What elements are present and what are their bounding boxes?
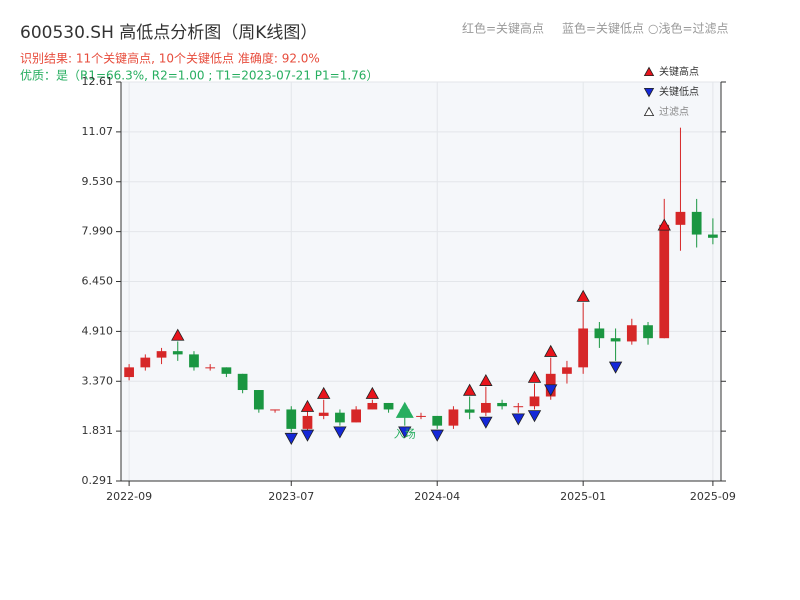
key-point <box>398 426 412 439</box>
note: 红色=关键高点 <box>462 21 544 36</box>
y-tick-label: 11.07 <box>82 125 114 138</box>
candle-body <box>562 367 572 374</box>
candle-body <box>497 402 507 407</box>
y-tick-label: 1.831 <box>82 424 114 437</box>
legend-symbol <box>643 106 655 116</box>
candle-body <box>237 373 248 391</box>
candle-body <box>691 211 702 235</box>
y-tick-label: 0.291 <box>82 474 114 487</box>
candle-body <box>578 328 589 368</box>
key-point <box>171 328 185 341</box>
candle-body <box>221 367 232 374</box>
candle-body <box>318 412 329 416</box>
x-tick-label: 2025-01 <box>560 490 606 503</box>
candle-body <box>481 402 491 413</box>
subtitle: 识别结果: 11个关键高点, 10个关键低点 准确度: 92.0% <box>20 51 320 66</box>
candle-body <box>659 224 670 339</box>
candle-body <box>464 409 475 413</box>
key-point <box>462 383 477 396</box>
candle-body <box>432 415 443 426</box>
legend-label: 过滤点 <box>659 105 689 118</box>
key-point <box>365 386 380 399</box>
key-point <box>333 426 347 439</box>
candle-body <box>124 367 134 378</box>
candle-body <box>335 412 345 423</box>
key-point <box>300 399 315 412</box>
candle-body <box>513 406 524 408</box>
key-point <box>657 218 671 231</box>
key-point <box>317 386 331 399</box>
y-tick-label: 3.370 <box>82 374 114 387</box>
entry-marker <box>395 401 414 418</box>
candle-body <box>610 338 621 342</box>
candle-body <box>626 325 637 342</box>
x-tick-label: 2025-09 <box>690 490 736 503</box>
candle-body <box>270 409 280 411</box>
note: ○浅色=过滤点 <box>648 22 729 36</box>
x-tick-label: 2024-04 <box>414 490 460 503</box>
candle-body <box>367 402 378 410</box>
legend-label: 关键低点 <box>659 85 699 98</box>
x-tick-label: 2022-09 <box>106 490 152 503</box>
candle-body <box>140 357 151 368</box>
key-point <box>430 429 444 442</box>
candle-body <box>643 325 653 339</box>
candle-body <box>448 409 459 426</box>
legend-label: 关键高点 <box>659 65 699 78</box>
key-point <box>576 289 590 302</box>
candle-body <box>594 328 605 339</box>
candle-body <box>675 211 686 225</box>
candle-body <box>189 354 199 368</box>
key-point <box>527 370 542 383</box>
y-tick-label: 9.530 <box>82 175 114 188</box>
key-point <box>608 361 623 374</box>
key-point <box>479 416 493 429</box>
key-point <box>300 429 315 442</box>
legend-symbol <box>643 88 655 98</box>
candle-body <box>383 402 394 410</box>
candle-body <box>529 396 540 407</box>
key-point <box>544 344 558 357</box>
key-point <box>479 373 493 386</box>
y-tick-label: 4.910 <box>82 324 114 337</box>
candle-body <box>708 234 718 238</box>
y-tick-label: 12.61 <box>82 75 114 88</box>
key-point <box>527 410 542 423</box>
candle-body <box>302 415 313 429</box>
legend-symbol <box>643 66 655 76</box>
candle-body <box>253 390 264 410</box>
entry-label: 入场 <box>394 427 416 441</box>
candle-body <box>172 351 183 355</box>
candle-body <box>205 367 216 369</box>
y-tick-label: 7.990 <box>82 225 114 238</box>
key-point <box>544 384 558 397</box>
candle-body <box>351 409 361 423</box>
key-point <box>284 432 298 445</box>
candle-body <box>416 415 426 417</box>
key-point <box>511 413 525 426</box>
x-tick-label: 2023-07 <box>268 490 314 503</box>
note: 蓝色=关键低点 <box>562 22 644 36</box>
candle-body <box>286 409 297 429</box>
subtitle: 优质：是（R1=66.3%, R2=1.00 ; T1=2023-07-21 P… <box>20 69 378 83</box>
chart-title: 600530.SH 高低点分析图（周K线图） <box>20 23 317 43</box>
candle-body <box>156 351 167 358</box>
y-tick-label: 6.450 <box>82 275 114 288</box>
